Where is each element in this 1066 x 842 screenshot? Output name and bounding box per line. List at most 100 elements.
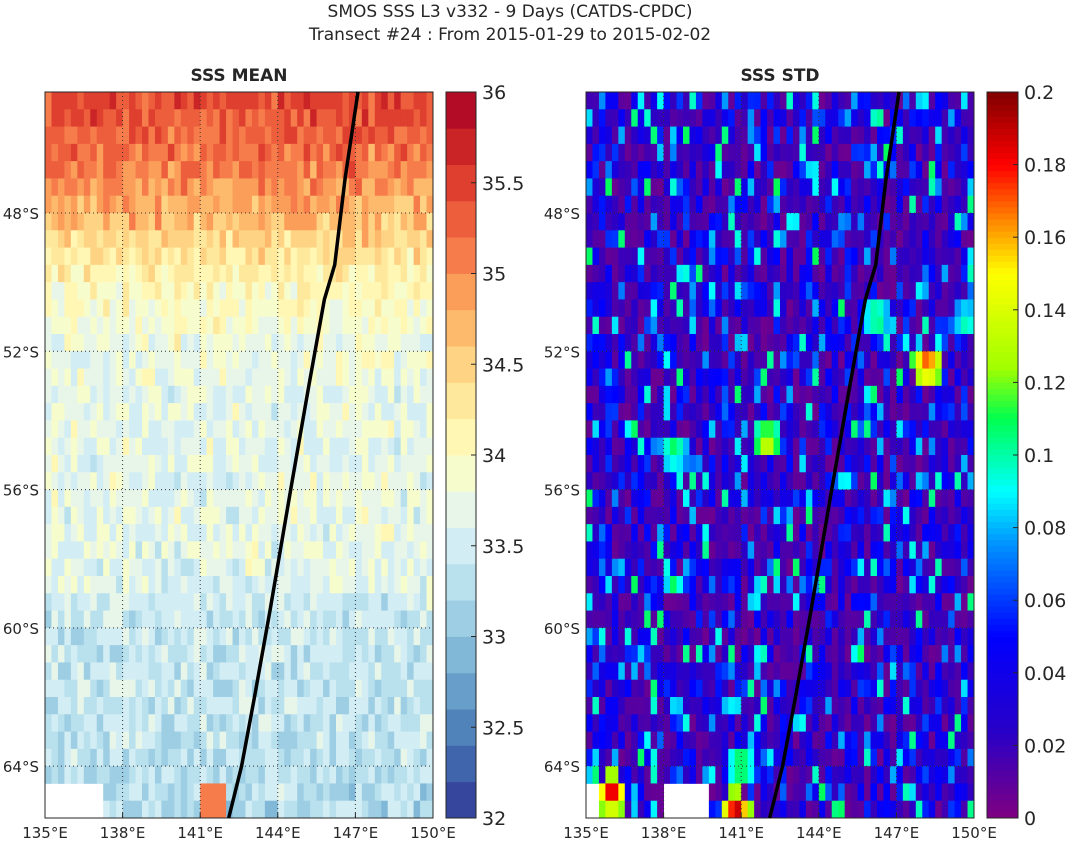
colorbar-swatch — [987, 697, 1018, 704]
colorbar-swatch — [987, 745, 1018, 752]
colorbar-swatch — [987, 781, 1018, 789]
colorbar-swatch — [987, 660, 1018, 668]
transect-line — [768, 91, 901, 819]
colorbar-swatch — [987, 255, 1018, 262]
colorbar-swatch — [987, 775, 1018, 783]
colorbar-swatch — [987, 122, 1018, 129]
colorbar-swatch — [987, 594, 1018, 601]
colorbar-swatch — [987, 237, 1018, 244]
colorbar-swatch — [987, 370, 1018, 377]
x-tick-label: 138°E — [100, 824, 146, 842]
colorbar-swatch — [987, 805, 1018, 813]
colorbar-swatch — [446, 382, 476, 420]
colorbar-swatch — [987, 285, 1018, 293]
colorbar-swatch — [987, 757, 1018, 765]
colorbar-swatch — [987, 418, 1018, 426]
colorbar-swatch — [987, 709, 1018, 716]
colorbar-swatch — [987, 703, 1018, 710]
colorbar-swatch — [987, 654, 1018, 662]
colorbar-swatch — [987, 225, 1018, 232]
colorbar-swatch — [987, 473, 1018, 480]
colorbar-tick-label: 0.04 — [1024, 663, 1066, 685]
y-tick-label: 48°S — [3, 205, 39, 223]
colorbar-swatch — [987, 321, 1018, 329]
colorbar-swatch — [987, 630, 1018, 637]
colorbar-swatch — [987, 618, 1018, 625]
colorbar-tick-label: 33 — [482, 627, 506, 649]
y-tick-label: 48°S — [544, 205, 580, 223]
colorbar-swatch — [987, 672, 1018, 680]
colorbar-swatch — [987, 388, 1018, 395]
x-tick-label: 147°E — [874, 824, 920, 842]
colorbar-swatch — [987, 606, 1018, 613]
sss-mean-panel: SSS MEAN 135°E 138°E 141°E 144°E 147°E 150°E 4… — [3, 66, 524, 842]
colorbar-swatch — [987, 588, 1018, 595]
y-tick-label: 56°S — [3, 482, 39, 500]
colorbar-swatch — [987, 206, 1018, 214]
colorbar-swatch — [987, 515, 1018, 523]
colorbar-swatch — [987, 364, 1018, 371]
colorbar-swatch — [987, 243, 1018, 250]
colorbar-swatch — [987, 382, 1018, 389]
colorbar-swatch — [987, 297, 1018, 305]
colorbar-swatch — [987, 249, 1018, 256]
colorbar-swatch — [987, 200, 1018, 208]
colorbar-tick-label: 0.1 — [1024, 445, 1054, 467]
colorbar-swatch — [987, 491, 1018, 498]
colorbar-swatch — [987, 721, 1018, 728]
sss-std-colorbar: 0 0.02 0.04 0.06 0.08 0.1 0.12 0.14 0.16 0.18 0.2 — [986, 82, 1066, 830]
colorbar-swatch — [446, 672, 476, 710]
colorbar-swatch — [987, 624, 1018, 631]
colorbar-swatch — [987, 763, 1018, 771]
colorbar-tick-label: 0.16 — [1024, 227, 1066, 249]
colorbar-swatch — [987, 291, 1018, 299]
colorbar-swatch — [987, 600, 1018, 607]
colorbar-swatch — [987, 424, 1018, 432]
colorbar-swatch — [987, 448, 1018, 456]
colorbar-swatch — [446, 491, 476, 528]
colorbar-tick-label: 32.5 — [482, 717, 524, 739]
plot-frame — [44, 91, 434, 819]
colorbar-tick-label: 0.06 — [1024, 590, 1066, 612]
colorbar-swatch — [987, 545, 1018, 553]
colorbar-swatch — [987, 92, 1018, 99]
colorbar-swatch — [987, 739, 1018, 746]
y-tick-label: 64°S — [3, 758, 39, 776]
colorbar-swatch — [987, 485, 1018, 492]
y-tick-label: 60°S — [3, 620, 39, 638]
colorbar-swatch — [987, 563, 1018, 571]
colorbar-swatch — [987, 455, 1018, 462]
colorbar-swatch — [987, 479, 1018, 486]
colorbar-swatch — [987, 152, 1018, 160]
colorbar-swatch — [987, 358, 1018, 365]
y-tick-label: 60°S — [544, 620, 580, 638]
sss-mean-colorbar: 32 32.5 33 33.5 34 34.5 35 35.5 36 — [445, 82, 524, 830]
colorbar-swatch — [987, 557, 1018, 565]
grid-lines — [586, 92, 974, 818]
x-tick-label: 150°E — [410, 824, 456, 842]
colorbar-swatch — [987, 267, 1018, 274]
colorbar-swatch — [987, 497, 1018, 504]
colorbar-swatch — [446, 92, 476, 129]
colorbar-swatch — [987, 690, 1018, 698]
colorbar-swatch — [987, 551, 1018, 559]
y-tick-label: 64°S — [544, 758, 580, 776]
colorbar-swatch — [987, 334, 1018, 341]
colorbar-swatch — [987, 727, 1018, 734]
colorbar-swatch — [987, 715, 1018, 722]
colorbar-swatch — [987, 128, 1018, 135]
x-tick-label: 144°E — [796, 824, 842, 842]
colorbar-swatch — [446, 128, 476, 165]
x-tick-label: 135°E — [563, 824, 609, 842]
colorbar-swatch — [446, 455, 476, 492]
colorbar-swatch — [987, 376, 1018, 383]
colorbar-swatch — [987, 467, 1018, 474]
colorbar-swatch — [987, 799, 1018, 807]
grid-lines — [45, 92, 433, 818]
sss-std-panel: SSS STD 135°E 138°E 141°E 144°E 147°E 150°E 48… — [544, 66, 1066, 842]
colorbar-tick-label: 33.5 — [482, 536, 524, 558]
colorbar-swatch — [987, 231, 1018, 238]
colorbar-swatch — [987, 569, 1018, 577]
colorbar-swatch — [987, 642, 1018, 650]
